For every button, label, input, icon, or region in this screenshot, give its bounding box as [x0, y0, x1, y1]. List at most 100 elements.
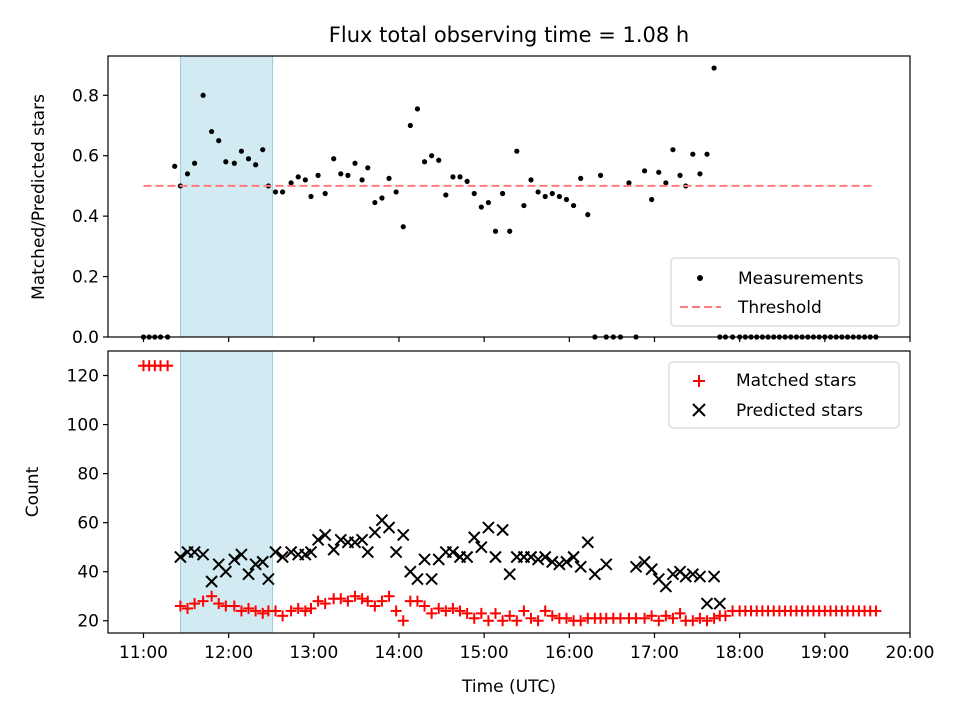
legend-label-predicted: Predicted stars [736, 401, 863, 421]
ratio-legend: Measurements Threshold [670, 257, 900, 327]
data-point [238, 148, 245, 154]
data-point [257, 607, 269, 619]
data-point [209, 128, 215, 135]
data-point [535, 189, 541, 195]
data-point [649, 196, 655, 203]
data-point [585, 212, 591, 218]
data-point [704, 151, 710, 157]
data-point [284, 545, 298, 559]
data-point [206, 590, 218, 602]
highlight-span [179, 350, 274, 634]
data-point [697, 171, 703, 177]
data-point [331, 156, 337, 162]
x-axis-label: Time (UTC) [461, 677, 556, 697]
data-point [318, 528, 332, 542]
data-point [639, 612, 651, 624]
data-point [485, 199, 492, 206]
x-tick-label: 13:00 [289, 643, 338, 663]
data-point [369, 600, 381, 612]
legend-marker-predicted [692, 403, 706, 417]
data-point [525, 612, 537, 624]
data-point [359, 177, 365, 183]
count-legend-box [668, 361, 900, 429]
data-point [581, 536, 594, 549]
data-point [549, 190, 555, 197]
data-point [464, 178, 470, 184]
data-point [542, 193, 548, 200]
data-point [295, 174, 301, 180]
data-point [870, 605, 882, 617]
x-tick-label: 11:00 [119, 643, 168, 663]
data-point [362, 595, 374, 607]
chart-title: Flux total observing time = 1.08 h [329, 23, 689, 47]
y-tick-label: 0.2 [72, 268, 99, 288]
data-point [600, 558, 613, 571]
data-point [235, 548, 248, 561]
y-tick-label: 100 [67, 416, 99, 436]
count-y-axis-label: Count [23, 466, 43, 517]
data-point [574, 560, 587, 573]
data-point [269, 545, 282, 559]
data-point [701, 615, 713, 627]
data-point [315, 172, 321, 178]
data-point [418, 553, 431, 566]
data-point [382, 521, 396, 534]
data-point [539, 605, 551, 617]
x-tick-label: 18:00 [715, 643, 764, 663]
series-matched-stars [137, 360, 882, 627]
data-point [450, 174, 456, 180]
ratio-y-axis-label: Matched/Predicted stars [29, 94, 49, 300]
y-tick-label: 40 [77, 563, 99, 583]
y-tick-label: 0.6 [72, 147, 99, 167]
x-tick-label: 14:00 [374, 643, 423, 663]
data-point [567, 550, 580, 564]
data-point [674, 607, 686, 619]
x-tick-label: 19:00 [800, 643, 849, 663]
y-tick-label: 0.4 [72, 207, 99, 227]
data-point [352, 160, 358, 166]
data-point [653, 615, 665, 627]
legend-marker-matched [693, 375, 705, 387]
data-point [531, 553, 545, 566]
data-point [414, 106, 421, 112]
data-point [660, 610, 672, 622]
data-point [356, 593, 368, 605]
x-tick-label: 17:00 [630, 643, 679, 663]
data-point [677, 172, 683, 178]
data-point [440, 605, 452, 617]
legend-label-threshold: Threshold [737, 298, 822, 318]
data-point [288, 180, 294, 186]
data-point [429, 153, 435, 159]
x-tick-label: 16:00 [545, 643, 594, 663]
data-point [397, 528, 410, 542]
data-point [269, 605, 281, 617]
data-point [690, 151, 696, 157]
data-point [228, 600, 240, 612]
data-point [397, 615, 409, 627]
data-point [532, 615, 544, 627]
y-tick-label: 120 [67, 367, 99, 387]
data-point [228, 553, 241, 566]
data-point [365, 165, 371, 171]
data-point [546, 555, 559, 569]
data-point [292, 602, 304, 614]
data-point [407, 122, 413, 129]
data-point [393, 189, 399, 195]
data-point [468, 612, 480, 624]
data-point [327, 543, 340, 556]
data-point [219, 565, 233, 578]
data-point [319, 598, 331, 610]
data-point [262, 572, 275, 586]
data-point [489, 550, 502, 564]
data-point [196, 548, 210, 561]
data-point [578, 175, 584, 181]
data-point [361, 545, 374, 559]
data-point [507, 228, 513, 234]
data-point [277, 610, 289, 622]
ratio-y-axis: 0.0 0.2 0.4 0.6 0.8 [72, 86, 108, 348]
data-point [349, 590, 361, 602]
data-point [700, 597, 714, 610]
data-point [245, 156, 252, 162]
data-point [302, 177, 308, 183]
